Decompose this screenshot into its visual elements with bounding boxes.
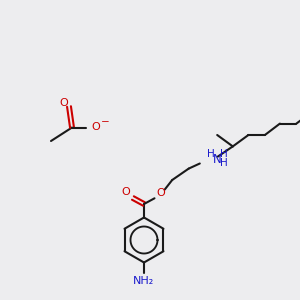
Text: O: O (156, 188, 165, 198)
Text: H: H (220, 148, 228, 159)
Text: O: O (92, 122, 100, 133)
Text: O: O (59, 98, 68, 109)
Text: −: − (101, 116, 110, 127)
Text: H: H (207, 148, 215, 159)
Text: O: O (122, 187, 130, 197)
Text: NH₂: NH₂ (134, 275, 154, 286)
Text: N: N (212, 153, 221, 166)
Text: H: H (220, 158, 228, 169)
